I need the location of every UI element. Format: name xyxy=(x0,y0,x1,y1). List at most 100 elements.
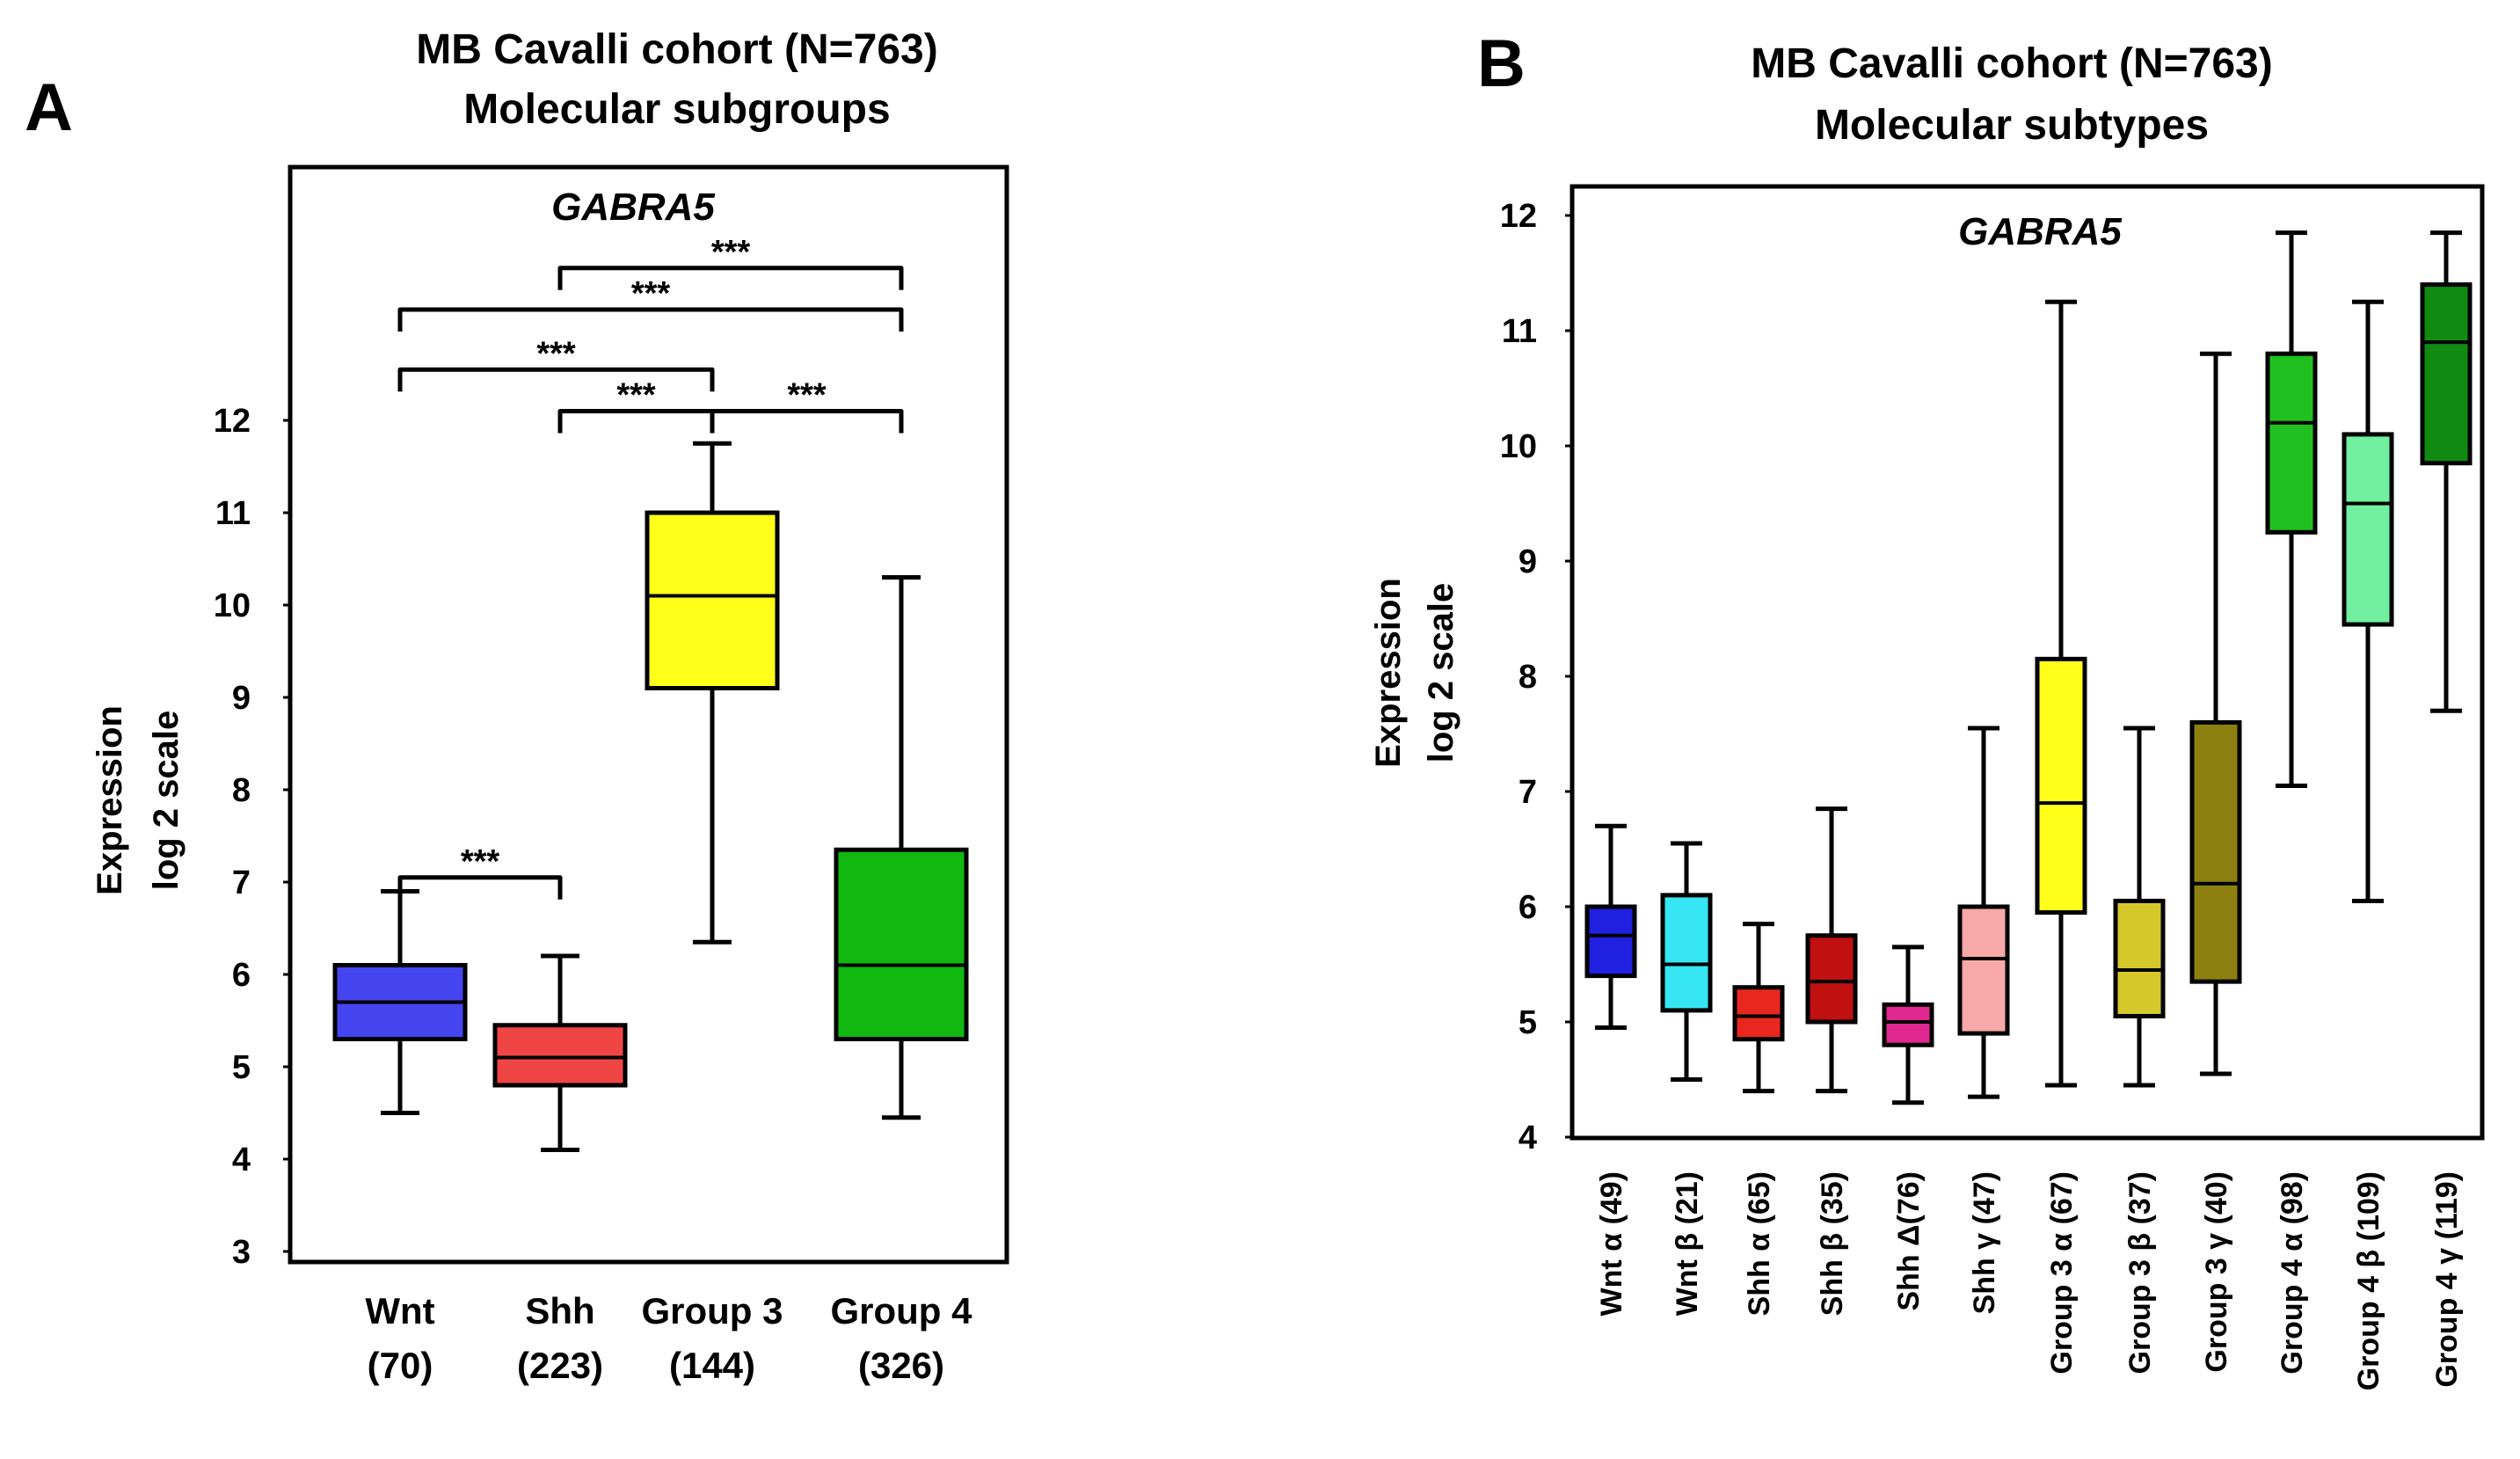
panel-a-sig-line-5 xyxy=(557,266,904,290)
panel-b-xcat-5: Shh γ (47) xyxy=(1968,1171,2001,1314)
panel-b-ytick-8: 8 xyxy=(1519,659,1537,696)
panel-b-box-rect-2 xyxy=(1732,985,1785,1042)
panel-a-ytick-10: 10 xyxy=(214,587,251,624)
panel-b-xcat-9: Group 4 α (98) xyxy=(2276,1171,2309,1375)
panel-a-xcat-n-0: (70) xyxy=(368,1345,433,1386)
panel-b-xcat-4: Shh Δ(76) xyxy=(1892,1171,1926,1311)
panel-a-plot-frame xyxy=(288,164,1009,1265)
panel-b-box-rect-4 xyxy=(1882,1002,1934,1047)
panel-a-sig-label-3: *** xyxy=(536,335,576,372)
panel-b-plot-frame xyxy=(1570,184,2485,1141)
panel-b-box-3 xyxy=(1805,806,1858,1094)
panel-b-box-rect-6 xyxy=(2035,656,2087,916)
panel-a-ytick-7: 7 xyxy=(232,864,251,901)
panel-b-box-7 xyxy=(2113,726,2166,1088)
panel-b-ytick-4: 4 xyxy=(1519,1120,1537,1156)
panel-b-xcat-10: Group 4 β (109) xyxy=(2352,1171,2385,1390)
panel-a-sig-bracket-0: *** xyxy=(397,843,563,900)
panel-b-box-0 xyxy=(1584,823,1637,1031)
panel-a-y-axis: 3 4 5 6 7 8 9 10 11 12 xyxy=(214,403,290,1271)
panel-b-box-rect-7 xyxy=(2113,898,2166,1018)
panel-b-ytick-12: 12 xyxy=(1500,198,1537,235)
panel-a-sig-label-2: *** xyxy=(787,377,827,414)
panel-a-sig-label-1: *** xyxy=(616,377,656,414)
panel-b-xcat-3: Shh β (35) xyxy=(1816,1171,1849,1316)
panel-a-sig-line-3 xyxy=(397,367,715,392)
panel-b-xcat-8: Group 3 γ (40) xyxy=(2200,1171,2233,1373)
panel-a-boxes xyxy=(332,441,969,1152)
panel-a-box-rect-3 xyxy=(834,847,969,1041)
panel-b-box-rect-1 xyxy=(1660,893,1713,1013)
panel-a-sig-line-2 xyxy=(710,409,904,434)
panel-a-ylabel-line1: Expression xyxy=(91,705,129,895)
panel-b-box-6 xyxy=(2035,299,2087,1088)
panel-b-gene-label: GABRA5 xyxy=(1958,210,2122,253)
panel-a: A MB Cavalli cohort (N=763) Molecular su… xyxy=(25,26,1009,1386)
panel-b-box-9 xyxy=(2265,230,2318,788)
panel-a-xcat-name-0: Wnt xyxy=(365,1290,434,1331)
panel-b-ytick-5: 5 xyxy=(1519,1004,1537,1041)
panel-a-sig-bracket-1: *** xyxy=(557,377,715,434)
panel-a-ytick-11: 11 xyxy=(215,495,251,532)
panel-b-ytick-9: 9 xyxy=(1519,543,1537,580)
panel-letter-a: A xyxy=(25,70,73,145)
panel-b-ylabel-line2: log 2 scale xyxy=(1422,583,1460,763)
panel-a-sig-bracket-3: *** xyxy=(397,335,715,392)
panel-a-ytick-5: 5 xyxy=(232,1049,251,1086)
panel-b-ytick-10: 10 xyxy=(1500,428,1537,465)
panel-a-ytick-9: 9 xyxy=(232,680,251,717)
panel-b-box-2 xyxy=(1732,922,1785,1094)
panel-a-ytick-12: 12 xyxy=(214,403,251,440)
panel-a-xcat-n-1: (223) xyxy=(517,1345,603,1386)
panel-a-x-axis: Wnt (70) Shh (223) Group 3 (144) Group 4 (326) xyxy=(365,1290,972,1386)
panel-a-xcat-n-2: (144) xyxy=(669,1345,755,1386)
panel-a-sig-bracket-4: *** xyxy=(397,275,904,332)
panel-a-ytick-6: 6 xyxy=(232,957,251,994)
panel-a-xcat-n-3: (326) xyxy=(858,1345,944,1386)
panel-a-ytick-4: 4 xyxy=(232,1142,251,1178)
panel-b-xcat-0: Wnt α (49) xyxy=(1595,1171,1628,1316)
panel-b-ytick-6: 6 xyxy=(1519,889,1537,926)
panel-b-xcat-11: Group 4 γ (119) xyxy=(2430,1171,2464,1388)
panel-b-box-rect-3 xyxy=(1805,933,1858,1025)
panel-b-box-rect-5 xyxy=(1957,904,2010,1036)
panel-a-xcat-name-1: Shh xyxy=(525,1290,594,1331)
panel-a-box-1 xyxy=(492,953,628,1152)
panel-b-xcat-1: Wnt β (21) xyxy=(1671,1171,1704,1316)
panel-a-sig-label-5: *** xyxy=(711,234,751,271)
panel-a-significance-brackets: *** *** *** *** *** *** xyxy=(397,234,904,900)
panel-b-box-4 xyxy=(1882,945,1934,1105)
panel-a-box-3 xyxy=(834,575,969,1120)
panel-a-ytick-8: 8 xyxy=(232,772,251,809)
panel-a-ytick-3: 3 xyxy=(232,1234,251,1271)
panel-a-sig-bracket-2: *** xyxy=(710,377,904,434)
panel-b-title: MB Cavalli cohort (N=763) xyxy=(1751,40,2272,87)
panel-a-box-rect-2 xyxy=(645,510,780,690)
panel-b-boxes xyxy=(1584,230,2473,1105)
panel-b-xcat-2: Shh α (65) xyxy=(1743,1171,1776,1316)
panel-a-subtitle: Molecular subgroups xyxy=(463,86,890,133)
panel-b-y-axis: 4 5 6 7 8 9 10 11 12 xyxy=(1500,198,1572,1156)
panel-b: B MB Cavalli cohort (N=763) Molecular su… xyxy=(1369,26,2485,1390)
panel-a-title: MB Cavalli cohort (N=763) xyxy=(416,26,937,73)
panel-b-box-rect-0 xyxy=(1584,904,1637,979)
panel-b-box-rect-9 xyxy=(2265,351,2318,535)
panel-a-sig-label-0: *** xyxy=(461,843,500,880)
panel-b-ytick-11: 11 xyxy=(1502,313,1537,350)
panel-a-xcat-name-3: Group 4 xyxy=(830,1290,972,1331)
panel-a-sig-label-4: *** xyxy=(631,275,671,312)
panel-b-subtitle: Molecular subtypes xyxy=(1815,102,2209,149)
panel-a-box-0 xyxy=(332,889,468,1115)
panel-a-ylabel-line2: log 2 scale xyxy=(147,711,186,891)
panel-b-xcat-6: Group 3 α (67) xyxy=(2045,1171,2079,1375)
panel-b-xcat-7: Group 3 β (37) xyxy=(2123,1171,2157,1374)
panel-b-box-rect-10 xyxy=(2342,432,2394,627)
panel-a-xcat-name-2: Group 3 xyxy=(641,1290,783,1331)
panel-a-box-2 xyxy=(645,441,780,945)
panel-b-ylabel-line1: Expression xyxy=(1369,578,1408,768)
panel-b-box-8 xyxy=(2189,351,2242,1076)
panel-a-gene-label: GABRA5 xyxy=(551,186,715,229)
panel-b-x-axis: Wnt α (49) Wnt β (21) Shh α (65) Shh β (35)… xyxy=(1595,1171,2464,1390)
panel-a-sig-line-0 xyxy=(397,875,563,900)
